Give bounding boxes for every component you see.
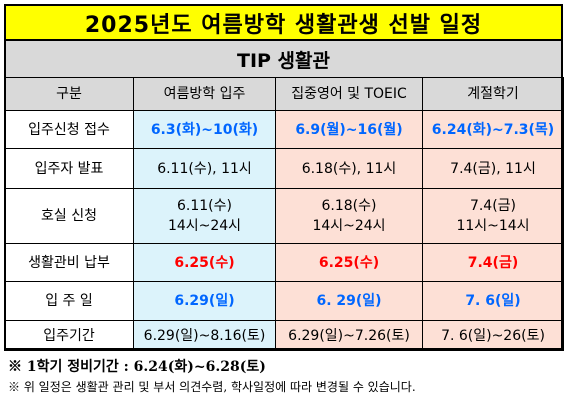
cell-line: 6.11(수) <box>177 198 232 214</box>
cell-line: 6.18(수) <box>321 198 377 214</box>
cell-value: 6.25(수) <box>275 243 423 282</box>
cell-value: 6.24(화)~7.3(목) <box>422 110 564 149</box>
cell-line: 14시~24시 <box>167 218 242 234</box>
row-label-announcement: 입주자 발표 <box>4 148 134 189</box>
cell-value: 6.18(수), 11시 <box>275 148 423 189</box>
cell-value: 6.11(수) 14시~24시 <box>133 188 276 244</box>
change-notice: ※ 위 일정은 생활관 관리 및 부서 의견수렴, 학사일정에 따라 변경될 수… <box>8 380 416 394</box>
cell-value: 7.4(금) 11시~14시 <box>422 188 564 244</box>
page-title: 2025년도 여름방학 생활관생 선발 일정 <box>4 4 563 41</box>
cell-line: 11시~14시 <box>456 218 530 234</box>
table-row: 입 주 일 6.29(일) 6. 29(일) 7. 6(일) <box>4 281 564 321</box>
row-label-payment: 생활관비 납부 <box>4 243 134 282</box>
page-subtitle: TIP 생활관 <box>4 41 563 77</box>
header-category: 구분 <box>4 77 134 111</box>
cell-line: 14시~24시 <box>312 218 386 234</box>
cell-value: 7.4(금) <box>422 243 564 282</box>
cell-value: 7. 6(일)~26(토) <box>422 320 564 351</box>
maintenance-note: ※ 1학기 정비기간 : 6.24(화)~6.28(토) <box>8 359 266 375</box>
header-seasonal-semester: 계절학기 <box>422 77 564 111</box>
table-row: 입주신청 접수 6.3(화)~10(화) 6.9(월)~16(월) 6.24(화… <box>4 110 564 149</box>
cell-value: 6.25(수) <box>133 243 276 282</box>
header-intensive-english: 집중영어 및 TOEIC <box>275 77 423 111</box>
table-row: 입주기간 6.29(일)~8.16(토) 6.29(일)~7.26(토) 7. … <box>4 320 564 351</box>
cell-line: 7.4(금) <box>469 198 517 214</box>
cell-value: 7.4(금), 11시 <box>422 148 564 189</box>
table-row: 생활관비 납부 6.25(수) 6.25(수) 7.4(금) <box>4 243 564 282</box>
table-header-row: 구분 여름방학 입주 집중영어 및 TOEIC 계절학기 <box>4 77 564 111</box>
cell-value: 6.18(수) 14시~24시 <box>275 188 423 244</box>
schedule-table: 구분 여름방학 입주 집중영어 및 TOEIC 계절학기 입주신청 접수 6.3… <box>4 77 564 351</box>
row-label-period: 입주기간 <box>4 320 134 351</box>
row-label-room-request: 호실 신청 <box>4 188 134 244</box>
header-summer-move-in: 여름방학 입주 <box>133 77 276 111</box>
table-row: 호실 신청 6.11(수) 14시~24시 6.18(수) 14시~24시 7.… <box>4 188 564 244</box>
cell-value: 6.9(월)~16(월) <box>275 110 423 149</box>
row-label-move-in-day: 입 주 일 <box>4 281 134 321</box>
cell-value: 6. 29(일) <box>275 281 423 321</box>
row-label-application: 입주신청 접수 <box>4 110 134 149</box>
cell-value: 6.11(수), 11시 <box>133 148 276 189</box>
cell-value: 7. 6(일) <box>422 281 564 321</box>
cell-value: 6.29(일) <box>133 281 276 321</box>
cell-value: 6.29(일)~7.26(토) <box>275 320 423 351</box>
table-row: 입주자 발표 6.11(수), 11시 6.18(수), 11시 7.4(금),… <box>4 148 564 189</box>
cell-value: 6.3(화)~10(화) <box>133 110 276 149</box>
cell-value: 6.29(일)~8.16(토) <box>133 320 276 351</box>
